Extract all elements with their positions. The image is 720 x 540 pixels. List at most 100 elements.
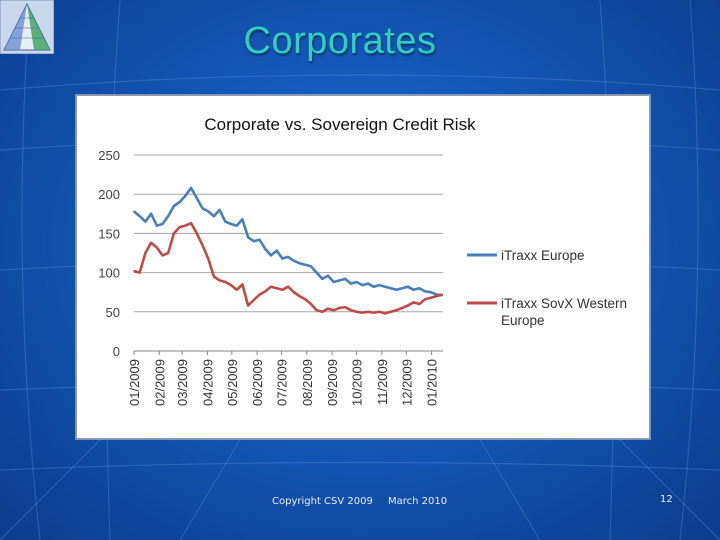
series-line bbox=[133, 221, 443, 315]
data-point bbox=[441, 293, 444, 296]
x-tick-label: 01/2010 bbox=[425, 359, 440, 406]
data-point bbox=[258, 293, 261, 296]
data-point bbox=[275, 249, 278, 252]
data-point bbox=[224, 281, 227, 283]
data-point bbox=[304, 264, 306, 266]
series-itraxx-sovx bbox=[133, 221, 444, 315]
y-tick-label: 250 bbox=[98, 148, 120, 163]
data-point bbox=[207, 257, 209, 260]
data-point bbox=[224, 220, 227, 223]
data-point bbox=[344, 278, 347, 280]
data-point bbox=[395, 309, 398, 311]
data-point bbox=[281, 257, 284, 260]
data-point bbox=[230, 223, 232, 225]
x-tick-label: 09/2009 bbox=[325, 359, 340, 406]
data-point bbox=[178, 226, 181, 228]
data-point bbox=[390, 311, 392, 313]
data-point bbox=[213, 215, 215, 217]
data-point bbox=[401, 287, 404, 290]
x-tick-label: 08/2009 bbox=[300, 359, 315, 406]
data-point bbox=[390, 287, 392, 290]
data-point bbox=[213, 275, 215, 278]
data-point bbox=[327, 274, 329, 277]
data-point bbox=[133, 270, 135, 272]
y-axis-ticks: 0 50 100 150 200 250 bbox=[98, 148, 120, 359]
data-point bbox=[418, 287, 421, 290]
data-point bbox=[173, 205, 175, 207]
data-point bbox=[161, 223, 164, 225]
data-point bbox=[401, 307, 404, 309]
data-point bbox=[167, 252, 169, 254]
data-point bbox=[235, 224, 238, 227]
data-point bbox=[281, 289, 284, 291]
data-point bbox=[372, 311, 375, 314]
data-point bbox=[184, 195, 187, 197]
data-point bbox=[138, 215, 141, 217]
data-point bbox=[293, 291, 295, 293]
data-point bbox=[361, 311, 364, 314]
legend-label: iTraxx SovX Western bbox=[501, 296, 627, 311]
data-point bbox=[435, 295, 438, 297]
x-tick-label: 06/2009 bbox=[250, 359, 265, 406]
data-point bbox=[407, 304, 409, 307]
data-point bbox=[218, 279, 221, 282]
data-point bbox=[315, 309, 318, 311]
data-point bbox=[156, 246, 158, 249]
data-point bbox=[270, 254, 272, 257]
data-point bbox=[144, 252, 147, 254]
data-point bbox=[338, 279, 341, 282]
data-point bbox=[367, 311, 369, 313]
data-point bbox=[424, 298, 426, 301]
data-point bbox=[293, 260, 295, 262]
data-point bbox=[372, 285, 375, 288]
data-point bbox=[378, 311, 381, 313]
data-point bbox=[407, 285, 409, 288]
data-point bbox=[310, 265, 312, 268]
x-axis-ticks: 01/2009 02/2009 03/2009 04/2009 05/2009 06/20… bbox=[127, 351, 440, 406]
data-point bbox=[247, 236, 249, 239]
data-point bbox=[173, 232, 175, 235]
data-point bbox=[298, 262, 301, 264]
data-point bbox=[304, 298, 306, 301]
x-tick-label: 12/2009 bbox=[399, 359, 414, 406]
data-point bbox=[327, 307, 329, 310]
data-point bbox=[355, 311, 358, 313]
data-point bbox=[264, 290, 267, 293]
data-point bbox=[418, 303, 421, 305]
data-point bbox=[196, 197, 198, 199]
data-point bbox=[310, 303, 312, 305]
data-point bbox=[367, 282, 369, 285]
data-point bbox=[190, 187, 192, 189]
data-point bbox=[275, 287, 278, 290]
data-point bbox=[138, 271, 141, 274]
data-point bbox=[207, 210, 209, 213]
data-point bbox=[378, 284, 381, 286]
footer-copyright: Copyright CSV 2009 bbox=[272, 496, 373, 507]
data-point bbox=[361, 284, 364, 286]
data-point bbox=[167, 215, 169, 217]
x-tick-label: 05/2009 bbox=[225, 359, 240, 406]
data-point bbox=[412, 301, 415, 304]
data-point bbox=[344, 306, 347, 308]
data-point bbox=[332, 309, 335, 311]
series-itraxx-europe bbox=[133, 186, 444, 297]
legend-label: iTraxx Europe bbox=[501, 248, 585, 263]
series-line bbox=[133, 186, 443, 297]
x-tick-label: 02/2009 bbox=[152, 359, 167, 406]
data-point bbox=[190, 222, 192, 224]
page-number: 12 bbox=[660, 494, 673, 505]
data-point bbox=[287, 256, 289, 258]
data-point bbox=[321, 311, 324, 313]
data-point bbox=[395, 289, 398, 291]
data-point bbox=[184, 224, 187, 227]
data-point bbox=[241, 283, 244, 286]
gridlines bbox=[134, 154, 443, 352]
data-point bbox=[315, 271, 318, 274]
data-point bbox=[350, 282, 352, 285]
data-point bbox=[424, 290, 426, 293]
data-point bbox=[264, 248, 267, 250]
slide-title: Corporates bbox=[243, 20, 437, 62]
data-point bbox=[241, 218, 244, 221]
data-point bbox=[247, 304, 249, 307]
x-tick-label: 01/2009 bbox=[127, 359, 142, 406]
